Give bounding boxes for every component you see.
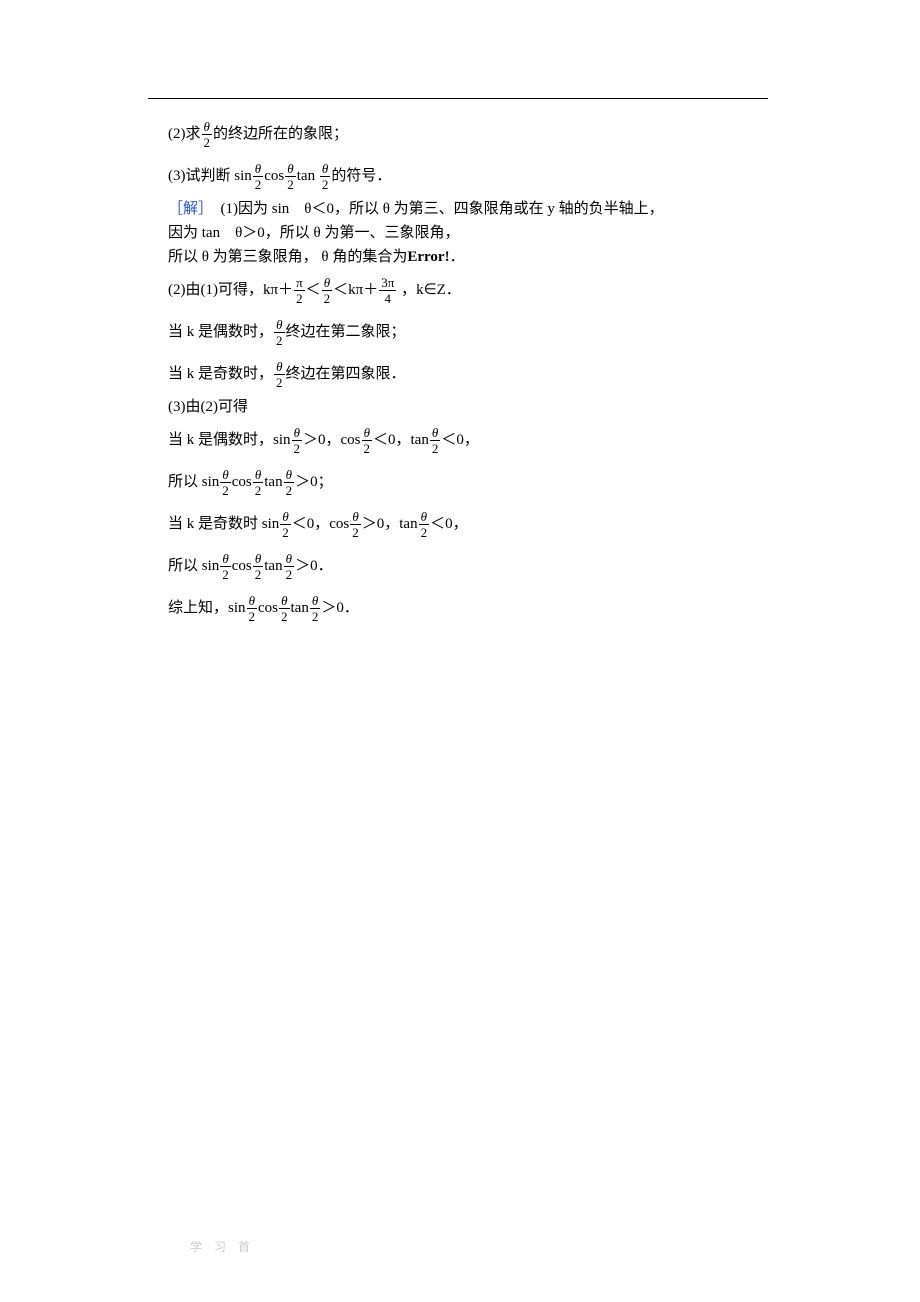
solution-line-3: 所以 θ 为第三象限角， θ 角的集合为Error!．	[168, 248, 768, 266]
para-2-question: (2)求θ2的终边所在的象限；	[168, 116, 768, 152]
text: tan	[291, 600, 309, 616]
solution-line-12: 综上知，sinθ2cosθ2tanθ2＞0．	[168, 590, 768, 626]
text: cos	[264, 168, 284, 184]
text: 综上知，sin	[168, 600, 246, 616]
text: 当 k 是奇数时 sin	[168, 516, 279, 532]
text: 的符号．	[331, 168, 391, 184]
text: tan	[264, 474, 282, 490]
frac-theta-2: θ2	[279, 594, 290, 623]
frac-theta-2: θ2	[247, 594, 258, 623]
footer-right	[757, 1238, 760, 1253]
text: 当 k 是偶数时，sin	[168, 432, 291, 448]
text: 所以 sin	[168, 474, 219, 490]
frac-theta-2: θ2	[292, 426, 303, 455]
frac-theta-2: θ2	[274, 360, 285, 389]
text: 终边在第四象限．	[286, 366, 406, 382]
solution-line-4: (2)由(1)可得，kπ＋π2＜θ2＜kπ＋3π4 ，k∈Z．	[168, 272, 768, 308]
frac-theta-2: θ2	[310, 594, 321, 623]
text: 因为 tan θ＞0，所以 θ 为第一、三象限角，	[168, 225, 459, 241]
text: 终边在第二象限；	[286, 324, 406, 340]
text: ＜0，	[430, 516, 468, 532]
text: cos	[232, 558, 252, 574]
frac-theta-2: θ2	[284, 552, 295, 581]
frac-theta-2: θ2	[322, 276, 333, 305]
text: ＜0，	[441, 432, 479, 448]
text: (3)由(2)可得	[168, 399, 248, 415]
solution-line-1: ［解］ (1)因为 sin θ＜0，所以 θ 为第三、四象限角或在 y 轴的负半…	[168, 200, 768, 218]
text: ＜0，tan	[373, 432, 429, 448]
text: 当 k 是奇数时，	[168, 366, 273, 382]
frac-theta-2: θ2	[350, 510, 361, 539]
error-text: Error!	[407, 249, 449, 265]
text: ＞0，cos	[303, 432, 361, 448]
solution-line-7: (3)由(2)可得	[168, 398, 768, 416]
frac-3pi-4: 3π4	[379, 276, 396, 305]
text: (2)求	[168, 126, 201, 142]
frac-theta-2: θ2	[284, 468, 295, 497]
text: ＜0，cos	[292, 516, 350, 532]
solution-line-9: 所以 sinθ2cosθ2tanθ2＞0；	[168, 464, 768, 500]
text: (3)试判断 sin	[168, 168, 252, 184]
solution-line-8: 当 k 是偶数时，sinθ2＞0，cosθ2＜0，tanθ2＜0，	[168, 422, 768, 458]
text: 所以 sin	[168, 558, 219, 574]
text: ＞0；	[295, 474, 333, 490]
text: (2)由(1)可得，kπ＋	[168, 282, 293, 298]
solution-line-2: 因为 tan θ＞0，所以 θ 为第一、三象限角，	[168, 224, 768, 242]
footer-left: 学 习 首	[190, 1238, 250, 1255]
text: ＜kπ＋	[333, 282, 378, 298]
text: ＜	[306, 282, 321, 298]
text: 当 k 是偶数时，	[168, 324, 273, 340]
frac-theta-2: θ2	[220, 468, 231, 497]
solution-label: ［解］	[168, 201, 206, 217]
frac-theta-2: θ2	[320, 162, 331, 191]
frac-theta-2: θ2	[220, 552, 231, 581]
text: ．	[450, 249, 465, 265]
text: ＞0，tan	[362, 516, 418, 532]
frac-theta-2: θ2	[202, 120, 213, 149]
frac-theta-2: θ2	[253, 468, 264, 497]
frac-theta-2: θ2	[253, 552, 264, 581]
text: (1)因为 sin θ＜0，所以 θ 为第三、四象限角或在 y 轴的负半轴上，	[206, 201, 664, 217]
text: tan	[297, 168, 315, 184]
text: cos	[258, 600, 278, 616]
frac-theta-2: θ2	[280, 510, 291, 539]
solution-line-10: 当 k 是奇数时 sinθ2＜0，cosθ2＞0，tanθ2＜0，	[168, 506, 768, 542]
text: tan	[264, 558, 282, 574]
text: 所以 θ 为第三象限角， θ 角的集合为	[168, 249, 407, 265]
para-3-question: (3)试判断 sinθ2cosθ2tan θ2的符号．	[168, 158, 768, 194]
frac-pi-2: π2	[294, 276, 305, 305]
frac-theta-2: θ2	[419, 510, 430, 539]
solution-line-6: 当 k 是奇数时，θ2终边在第四象限．	[168, 356, 768, 392]
text: ＞0．	[295, 558, 333, 574]
solution-line-11: 所以 sinθ2cosθ2tanθ2＞0．	[168, 548, 768, 584]
text: 的终边所在的象限；	[213, 126, 348, 142]
text: ＞0．	[321, 600, 359, 616]
frac-theta-2: θ2	[274, 318, 285, 347]
solution-line-5: 当 k 是偶数时，θ2终边在第二象限；	[168, 314, 768, 350]
document-body: (2)求θ2的终边所在的象限； (3)试判断 sinθ2cosθ2tan θ2的…	[168, 90, 768, 632]
text: ，k∈Z．	[401, 282, 461, 298]
text: cos	[232, 474, 252, 490]
frac-theta-2: θ2	[285, 162, 296, 191]
frac-theta-2: θ2	[253, 162, 264, 191]
frac-theta-2: θ2	[430, 426, 441, 455]
frac-theta-2: θ2	[362, 426, 373, 455]
